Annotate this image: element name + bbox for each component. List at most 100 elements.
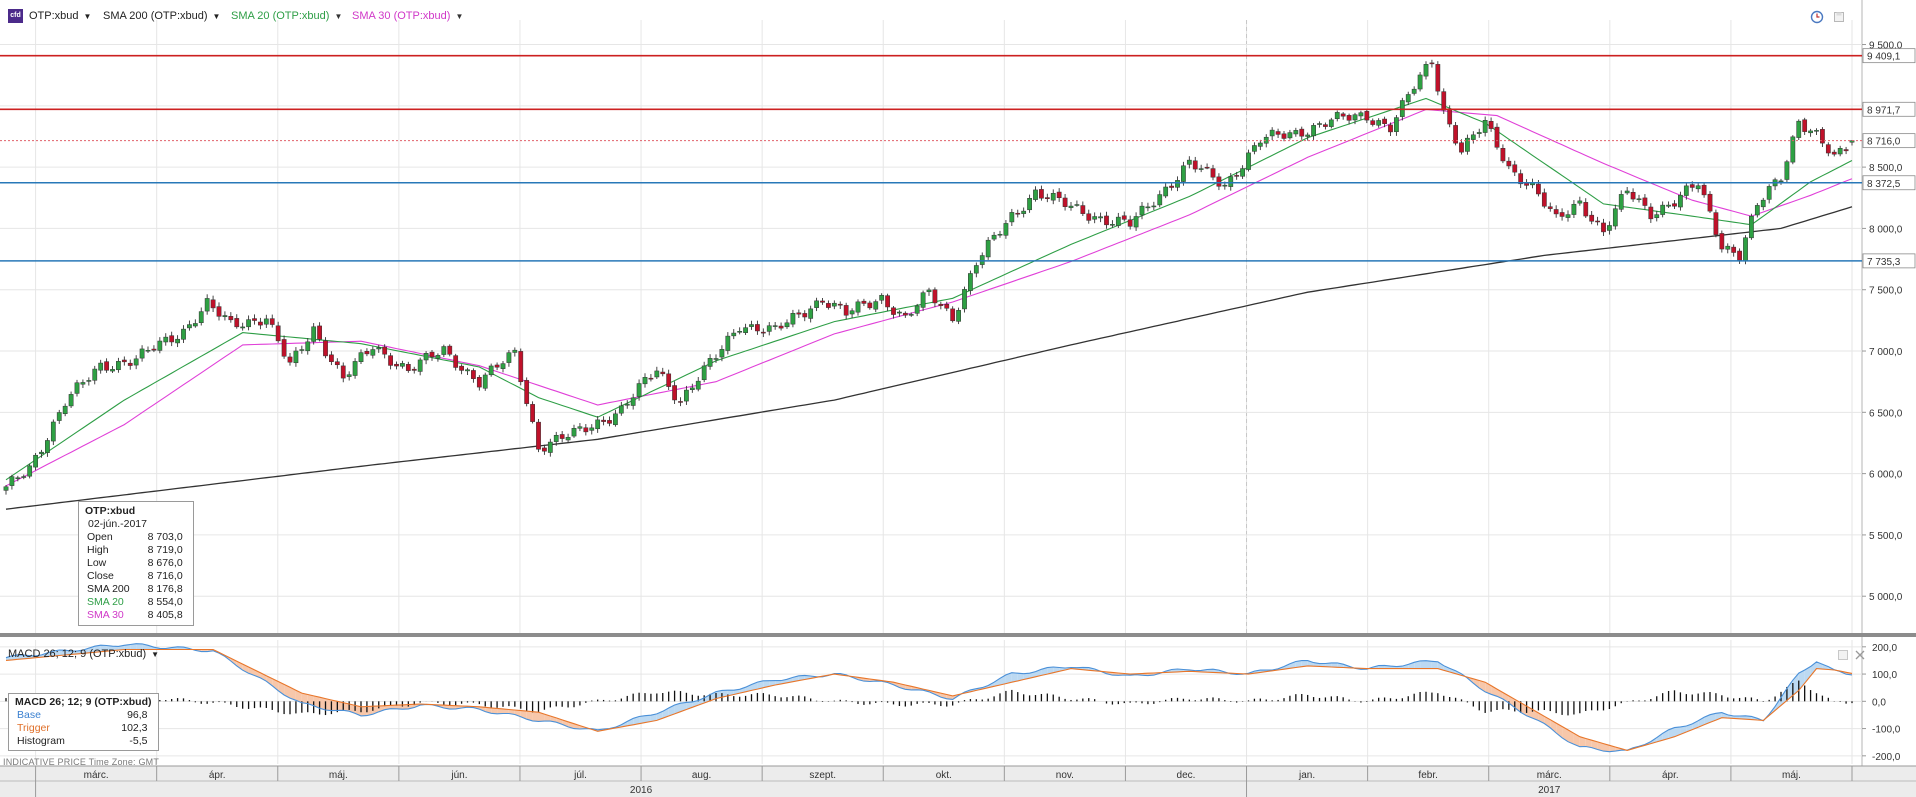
instrument-dropdown[interactable]: OTP:xbud ▼ xyxy=(29,8,91,24)
candle-up xyxy=(1423,64,1429,77)
candle-up xyxy=(74,382,80,394)
level-label: 8 716,0 xyxy=(1867,137,1901,148)
candle-down xyxy=(1488,121,1494,129)
candle-up xyxy=(979,255,985,265)
candle-up xyxy=(1334,112,1340,119)
sma20-dropdown[interactable]: SMA 20 (OTP:xbud) ▼ xyxy=(231,8,342,24)
macd-tick-label: 200,0 xyxy=(1872,643,1897,654)
candle-down xyxy=(1506,160,1512,167)
candle-up xyxy=(1027,198,1032,211)
candle-up xyxy=(1482,120,1488,133)
save-icon[interactable] xyxy=(1832,10,1846,24)
macd-fill xyxy=(497,708,503,714)
candle-up xyxy=(110,369,115,372)
macd-fill xyxy=(6,655,12,661)
month-label: nov. xyxy=(1056,770,1074,781)
axis-background xyxy=(1862,0,1916,797)
candle-up xyxy=(1636,198,1642,201)
macd-fill xyxy=(1591,740,1598,750)
candle-up xyxy=(1311,125,1316,137)
candle-up xyxy=(417,359,423,372)
macd-fill xyxy=(1721,712,1728,719)
macd-tick-label: 0,0 xyxy=(1872,697,1886,708)
macd-fill xyxy=(538,712,545,722)
candle-down xyxy=(411,368,417,371)
candle-down xyxy=(524,380,530,404)
ohlc-row-close: Close 8 716,0 xyxy=(85,570,187,583)
candle-up xyxy=(1305,134,1311,137)
candle-up xyxy=(973,265,979,274)
candle-down xyxy=(1062,197,1068,207)
candle-up xyxy=(299,349,305,351)
candle-down xyxy=(1447,108,1453,125)
candle-up xyxy=(1151,205,1157,208)
candle-up xyxy=(1328,119,1334,127)
candle-up xyxy=(246,319,251,328)
candle-down xyxy=(1299,128,1305,137)
candle-down xyxy=(287,356,293,363)
candle-down xyxy=(944,304,950,309)
candle-down xyxy=(1275,131,1281,135)
month-label: márc. xyxy=(84,770,109,781)
candle-down xyxy=(518,351,524,383)
ohlc-row-high: High 8 719,0 xyxy=(85,544,187,557)
macd-fill xyxy=(94,645,101,653)
candle-down xyxy=(104,361,109,371)
ohlc-row-open: Open 8 703,0 xyxy=(85,531,187,544)
ohlc-row-sma200: SMA 200 8 176,8 xyxy=(85,583,187,596)
candle-down xyxy=(127,362,133,366)
macd-fill xyxy=(260,672,267,682)
candle-down xyxy=(329,354,334,362)
macd-fill xyxy=(1550,719,1557,733)
clock-icon[interactable] xyxy=(1810,10,1824,24)
candle-up xyxy=(1725,245,1731,250)
macd-fill xyxy=(633,716,640,725)
candle-down xyxy=(1080,205,1086,214)
ohlc-value: 8 703,0 xyxy=(147,531,183,543)
sma30-dropdown[interactable]: SMA 30 (OTP:xbud) ▼ xyxy=(352,8,463,24)
candle-up xyxy=(1465,137,1470,152)
candle-down xyxy=(334,361,340,366)
candle-down xyxy=(1234,175,1240,177)
candle-up xyxy=(1660,204,1666,215)
candle-up xyxy=(571,428,577,437)
macd-panel-dropdown[interactable]: MACD 26; 12; 9 (OTP:xbud) ▼ xyxy=(8,648,159,660)
macd-tooltip: MACD 26; 12; 9 (OTP:xbud) Base 96,8 Trigg… xyxy=(8,693,159,751)
candle-down xyxy=(1015,212,1021,215)
candle-up xyxy=(1003,223,1009,236)
candle-up xyxy=(9,476,15,486)
year-label: 2016 xyxy=(630,785,653,796)
ohlc-value: 8 405,8 xyxy=(147,609,183,621)
candle-up xyxy=(21,476,27,478)
candle-down xyxy=(820,300,825,303)
macd-fill xyxy=(526,711,533,721)
candle-down xyxy=(1044,197,1050,199)
candle-up xyxy=(1394,117,1399,132)
candle-up xyxy=(1222,184,1228,187)
macd-fill xyxy=(124,644,131,650)
macd-fill xyxy=(1431,661,1438,669)
candle-up xyxy=(56,412,62,421)
panel-save-icon[interactable] xyxy=(1836,648,1850,662)
candle-up xyxy=(1115,216,1121,226)
candle-down xyxy=(1553,209,1559,215)
candle-up xyxy=(1317,123,1322,125)
candle-down xyxy=(405,364,411,371)
candle-up xyxy=(1678,194,1683,208)
level-label: 8 372,5 xyxy=(1867,179,1901,190)
candle-down xyxy=(340,365,346,379)
candle-up xyxy=(86,380,92,382)
candle-up xyxy=(488,365,494,376)
candle-down xyxy=(1541,192,1547,207)
candle-up xyxy=(985,239,991,258)
macd-fill xyxy=(1041,667,1048,676)
candle-up xyxy=(98,362,104,371)
sma200-dropdown[interactable]: SMA 200 (OTP:xbud) ▼ xyxy=(103,8,220,24)
close-icon[interactable] xyxy=(1853,648,1867,662)
macd-fill xyxy=(361,706,367,716)
price-tick-label: 9 500,0 xyxy=(1869,41,1903,52)
ohlc-title: OTP:xbud xyxy=(85,505,136,517)
candle-up xyxy=(873,301,879,310)
